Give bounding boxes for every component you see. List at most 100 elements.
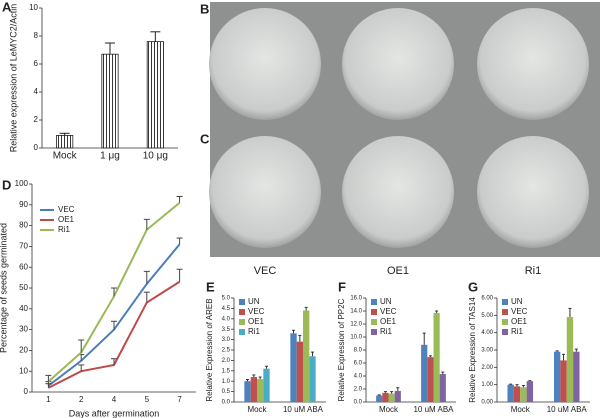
petri-dish	[477, 136, 589, 248]
x-tick-label: 4	[112, 395, 117, 404]
x-tick-label: 1 μg	[100, 151, 120, 162]
legend-label: Ri1	[58, 225, 71, 234]
legend-swatch	[239, 299, 245, 305]
petri-dish	[342, 8, 454, 120]
petri-dish	[477, 8, 589, 120]
bar	[257, 379, 264, 402]
y-tick-label: 4.5	[222, 306, 231, 312]
legend-label: OE1	[248, 317, 265, 326]
panel-label: B	[200, 1, 209, 16]
y-tick-label: 40	[19, 304, 28, 313]
legend-label: UN	[511, 297, 523, 306]
bar	[520, 387, 527, 402]
legend-label: OE1	[380, 317, 397, 326]
bar	[526, 381, 534, 402]
y-tick-label: 0.0	[354, 400, 363, 406]
y-tick-label: 100	[15, 179, 29, 188]
bar	[382, 392, 389, 402]
x-tick-label: 5	[145, 395, 150, 404]
y-tick-label: 10	[19, 366, 28, 375]
y-tick-label: 3.5	[222, 327, 231, 333]
y-tick-label: 0.5	[222, 389, 231, 395]
y-tick-label: 6.0	[354, 361, 363, 367]
y-tick-label: 70	[19, 242, 28, 251]
y-tick-label: 80	[19, 221, 28, 230]
bar	[244, 381, 251, 402]
y-axis-label: Relative Expression of PP2C	[337, 298, 346, 401]
petri-dish	[209, 8, 321, 120]
y-tick-label: 12.0	[350, 322, 362, 328]
column-label: OE1	[387, 265, 409, 277]
y-tick-label: 2.00	[481, 365, 493, 371]
petri-dish	[342, 136, 454, 248]
bar	[427, 357, 434, 402]
y-tick-label: 0.0	[222, 400, 231, 406]
y-tick-label: 1.0	[222, 379, 231, 385]
bar	[566, 317, 574, 402]
legend-swatch	[371, 299, 377, 305]
bar	[296, 341, 303, 402]
y-tick-label: 10.0	[350, 335, 362, 341]
legend-label: VEC	[511, 307, 528, 316]
y-tick-label: 8	[34, 31, 39, 40]
y-axis-label: Percentage of seeds germinated	[0, 223, 8, 353]
y-tick-label: 10	[29, 3, 38, 12]
bar	[394, 390, 401, 402]
x-tick-label: 10 uM ABA	[547, 405, 588, 414]
y-tick-label: 60	[19, 262, 28, 271]
bar	[56, 134, 74, 149]
y-tick-label: 0.00	[481, 400, 493, 406]
legend-swatch	[502, 319, 508, 325]
y-tick-label: 20	[19, 346, 28, 355]
y-tick-label: 90	[19, 200, 28, 209]
x-tick-label: 10 uM ABA	[283, 405, 324, 414]
x-tick-label: Mock	[379, 405, 399, 414]
y-tick-label: 8.0	[354, 348, 363, 354]
bar	[146, 41, 164, 149]
y-tick-label: 30	[19, 325, 28, 334]
panel-label: C	[200, 131, 210, 146]
bar	[439, 374, 446, 402]
y-tick-label: 2.5	[222, 348, 231, 354]
bar	[388, 393, 395, 402]
bar	[513, 386, 521, 402]
x-tick-label: 2	[79, 395, 84, 404]
legend-label: OE1	[58, 215, 75, 224]
y-tick-label: 5.00	[481, 313, 493, 319]
x-tick-label: Mock	[511, 405, 531, 414]
y-tick-label: 0	[24, 387, 29, 396]
x-tick-label: 7	[177, 395, 182, 404]
y-tick-label: 4.00	[481, 330, 493, 336]
bar	[433, 312, 440, 402]
y-tick-label: 2	[34, 115, 39, 124]
petri-dish	[209, 136, 321, 248]
legend-swatch	[371, 309, 377, 315]
legend-label: UN	[380, 297, 392, 306]
x-tick-label: Mock	[53, 151, 78, 162]
panel-label: F	[338, 279, 346, 294]
bar	[263, 368, 270, 402]
legend-label: VEC	[58, 205, 75, 214]
bar	[376, 395, 383, 402]
legend-label: Ri1	[380, 327, 393, 336]
bar	[290, 333, 297, 402]
legend-label: UN	[248, 297, 260, 306]
legend-swatch	[502, 309, 508, 315]
y-tick-label: 4.0	[222, 316, 231, 322]
bar	[101, 53, 119, 149]
y-axis-label: Relative expression of LeMYC2/Actin	[8, 4, 18, 153]
legend-swatch	[371, 329, 377, 335]
legend-swatch	[239, 329, 245, 335]
legend-label: OE1	[511, 317, 528, 326]
x-tick-label: Mock	[247, 405, 267, 414]
y-tick-label: 16.0	[350, 296, 362, 302]
legend-label: VEC	[248, 307, 265, 316]
x-axis-label: Days after germination	[69, 408, 160, 418]
photo-area: B C VEC OE1 Ri1	[200, 1, 600, 277]
y-tick-label: 2.0	[222, 358, 231, 364]
legend-swatch	[239, 309, 245, 315]
bar	[309, 356, 316, 402]
bar	[421, 344, 428, 402]
bar	[560, 360, 567, 402]
